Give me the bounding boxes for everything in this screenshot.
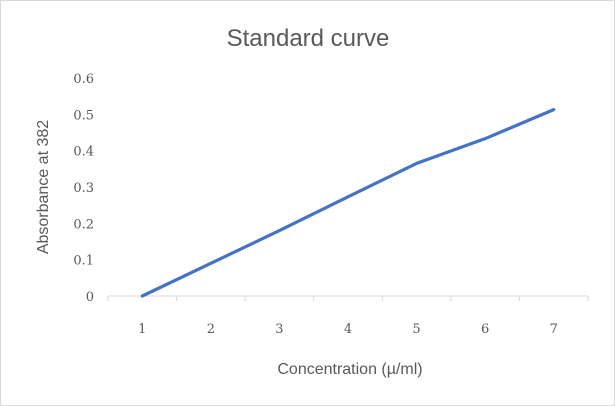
x-tick-label: 4 <box>344 322 352 337</box>
x-tick-label: 1 <box>138 322 146 337</box>
x-tick-label: 2 <box>207 322 215 337</box>
y-tick-label: 0.1 <box>73 254 94 269</box>
x-axis-title: Concentration (µ/ml) <box>277 361 422 378</box>
y-axis-ticks: 0 0.1 0.2 0.3 0.4 0.5 0.6 <box>73 72 94 305</box>
y-tick-label: 0.6 <box>73 72 94 87</box>
y-tick-label: 0.4 <box>73 145 94 160</box>
y-axis-title: Absorbance at 382 <box>35 120 52 254</box>
y-tick-label: 0 <box>86 290 94 305</box>
series-group <box>140 108 556 298</box>
series-line <box>140 108 556 298</box>
x-tick-label: 7 <box>550 322 558 337</box>
chart-title: Standard curve <box>227 25 390 52</box>
x-tick-label: 6 <box>481 322 489 337</box>
y-tick-label: 0.2 <box>73 217 94 232</box>
x-tick-label: 3 <box>275 322 283 337</box>
x-tick-label: 5 <box>412 322 420 337</box>
x-axis-ticks: 1 2 3 4 5 6 7 <box>107 296 589 337</box>
y-tick-label: 0.3 <box>73 181 94 196</box>
y-tick-label: 0.5 <box>73 108 94 123</box>
